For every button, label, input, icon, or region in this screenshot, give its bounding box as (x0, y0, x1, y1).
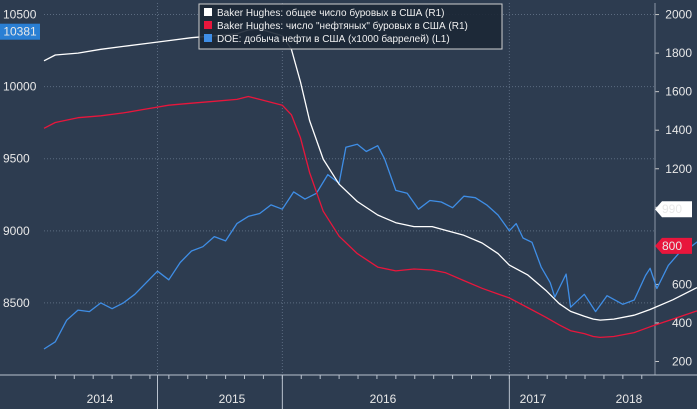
left-tick-label: 10500 (3, 8, 37, 22)
left-tick-label: 10000 (3, 80, 37, 94)
x-tick-label: 2017 (520, 392, 547, 406)
legend-label-0: Baker Hughes: общее число буровых в США … (217, 7, 444, 19)
x-tick-label: 2014 (87, 392, 114, 406)
right-badge-oil (655, 237, 692, 254)
right-tick-label: 400 (672, 316, 692, 330)
legend-label-1: Baker Hughes: число "нефтяных" буровых в… (217, 20, 468, 32)
right-badge-text-total: 990 (662, 202, 682, 216)
left-tick-label: 9000 (3, 224, 30, 238)
legend-swatch-0 (204, 8, 212, 16)
legend-swatch-1 (204, 21, 212, 29)
x-axis-band (0, 375, 697, 409)
legend: Baker Hughes: общее число буровых в США … (198, 3, 503, 50)
right-badge-total (655, 201, 692, 218)
left-tick-label: 8500 (3, 296, 30, 310)
x-tick-label: 2015 (219, 392, 246, 406)
left-last-value-text: 10381 (3, 25, 37, 39)
value-badges: 10381 990 800 (0, 23, 692, 254)
x-tick-label: 2016 (370, 392, 397, 406)
right-tick-label: 1800 (665, 46, 692, 60)
right-tick-label: 2000 (665, 8, 692, 22)
right-tick-label: 1400 (665, 123, 692, 137)
left-tick-label: 9500 (3, 152, 30, 166)
legend-box (198, 3, 503, 50)
legend-label-2: DOE: добыча нефти в США (x1000 баррелей)… (217, 33, 450, 45)
right-tick-label: 600 (672, 277, 692, 291)
left-last-value-badge (0, 23, 40, 40)
x-axis: 2014 2015 2016 2017 2018 (0, 374, 697, 409)
series-line-2 (43, 143, 697, 350)
right-tick-label: 1600 (665, 85, 692, 99)
left-axis-ticks: 8500 9000 9500 10000 10500 (3, 8, 37, 310)
legend-swatch-2 (204, 34, 212, 42)
series-line-1 (43, 95, 697, 339)
right-tick-label: 200 (672, 355, 692, 369)
right-tick-label: 1200 (665, 162, 692, 176)
right-badge-text-oil: 800 (662, 239, 682, 253)
x-tick-label: 2018 (616, 392, 643, 406)
